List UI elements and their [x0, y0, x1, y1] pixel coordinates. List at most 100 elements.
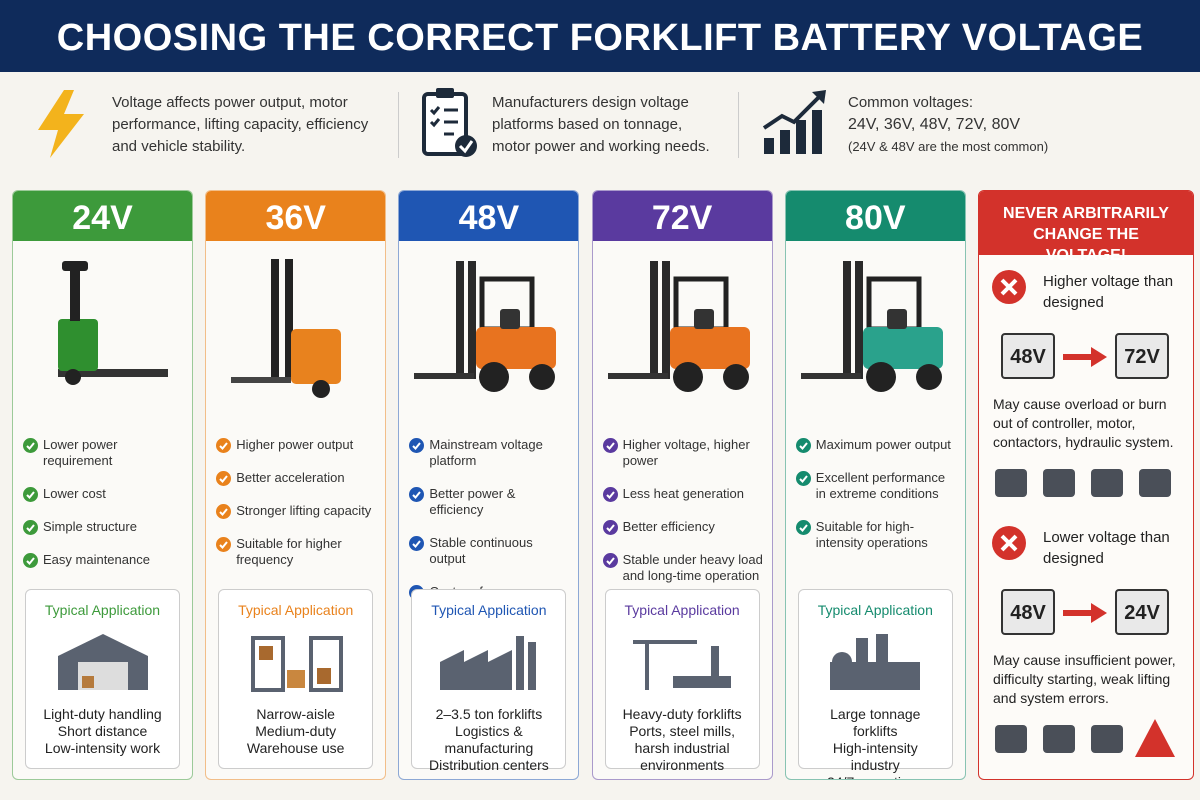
application-line: Light-duty handling: [43, 706, 162, 722]
wheel: [479, 362, 510, 392]
wheel: [865, 362, 896, 392]
component: [1043, 469, 1075, 497]
box: [316, 668, 331, 684]
check-mark: [799, 442, 808, 450]
component: [1139, 469, 1171, 497]
application-icon: [633, 640, 732, 690]
voltage-column: 80V Maximum power output Excellent perform…: [784, 190, 966, 780]
feature: Suitable for high-intensity operations: [815, 519, 928, 550]
wheel: [529, 364, 556, 390]
voltage-label: 80V: [785, 191, 965, 241]
mast: [854, 261, 863, 379]
component: [995, 725, 1027, 753]
page-title: CHOOSING THE CORRECT FORKLIFT BATTERY VO…: [56, 17, 1144, 59]
tick: [219, 442, 228, 450]
application-line: Warehouse use: [246, 740, 345, 756]
check-mark: [605, 442, 615, 450]
tick: [605, 491, 615, 499]
seat: [500, 309, 521, 329]
component: [1091, 725, 1123, 753]
application-line: 2–3.5 ton forklifts: [435, 706, 543, 722]
error-icon: [992, 526, 1026, 560]
tick: [219, 508, 228, 516]
rack: [308, 636, 343, 692]
tick: [219, 475, 228, 483]
check-mark: [219, 442, 228, 450]
feature: Better acceleration: [236, 470, 345, 485]
body: [58, 319, 98, 371]
check-icon: [795, 438, 811, 453]
factory: [439, 650, 512, 690]
battery: 48V: [1001, 333, 1055, 379]
box: [258, 646, 273, 660]
fork: [800, 373, 861, 379]
check-icon: [409, 438, 425, 453]
error-icon: [992, 270, 1026, 304]
tick: [412, 442, 422, 450]
fork: [231, 377, 292, 383]
feature: Higher voltage, higher power: [622, 437, 750, 468]
arrow: [1063, 347, 1107, 367]
feature: Easy maintenance: [43, 552, 150, 567]
arrow-head: [1091, 603, 1107, 623]
intro-text: Voltage affects power output, motor perf…: [112, 94, 369, 155]
feature: Maximum power output: [815, 437, 951, 452]
feature: Stable under heavy load and long-time op…: [622, 552, 763, 583]
box: [81, 676, 94, 688]
forklift-illustration: [231, 259, 342, 398]
tick: [605, 557, 615, 565]
fork: [58, 369, 168, 377]
alert-icon: [1135, 719, 1175, 757]
check-icon: [409, 536, 425, 551]
application-box: Typical Application Heavy-duty forklifts P…: [604, 589, 760, 773]
application-title: Typical Application: [624, 602, 740, 618]
battery: 72V: [1115, 333, 1169, 379]
battery: 24V: [1115, 589, 1169, 635]
feature: Mainstream voltage platform: [429, 437, 543, 468]
application-title: Typical Application: [431, 602, 547, 618]
forklift-illustration: [607, 261, 750, 392]
mast: [661, 261, 670, 379]
fork: [607, 373, 668, 379]
handle: [70, 269, 80, 321]
intro-heading: Common voltages:: [848, 94, 974, 111]
chimney: [515, 636, 524, 690]
wheel: [915, 364, 942, 390]
header-bar: [0, 0, 1200, 72]
check-icon: [23, 520, 38, 535]
warning-title: NEVER ARBITRARILY CHANGE THE VOLTAGE!: [979, 191, 1193, 264]
arrow-head: [1091, 347, 1107, 367]
check-icon: [602, 553, 618, 568]
check-icon: [409, 487, 425, 502]
check-icon: [795, 471, 811, 486]
application-line: Short distance: [57, 723, 148, 739]
body: [669, 327, 750, 369]
case-note: May cause overload or burn out of contro…: [993, 396, 1174, 450]
mast: [649, 261, 658, 379]
lightning-icon: [38, 90, 84, 158]
wheel: [722, 364, 749, 390]
intro-note: (24V & 48V are the most common): [848, 139, 1049, 154]
check-mark: [219, 508, 228, 516]
wheel: [672, 362, 703, 392]
check-icon: [602, 520, 618, 535]
application-icon: [830, 634, 921, 690]
application-line: Narrow-aisle: [256, 706, 335, 722]
feature: Stronger lifting capacity: [236, 503, 372, 518]
check-mark: [605, 524, 615, 532]
application-line: Logistics & manufacturing: [444, 723, 534, 756]
tower: [856, 638, 869, 664]
voltage-column: 24V Lower power requirement Lower cost Simp…: [12, 190, 193, 780]
wheel: [65, 369, 81, 385]
mast: [271, 259, 280, 379]
tick: [799, 524, 808, 532]
tick: [26, 491, 35, 499]
case-heading: Higher voltage than designed: [1043, 273, 1174, 311]
divider: [738, 92, 739, 158]
check-icon: [602, 438, 618, 453]
chimney: [527, 642, 536, 690]
case-heading: Lower voltage than designed: [1043, 529, 1170, 567]
intro-list: 24V, 36V, 48V, 72V, 80V: [848, 116, 1021, 133]
